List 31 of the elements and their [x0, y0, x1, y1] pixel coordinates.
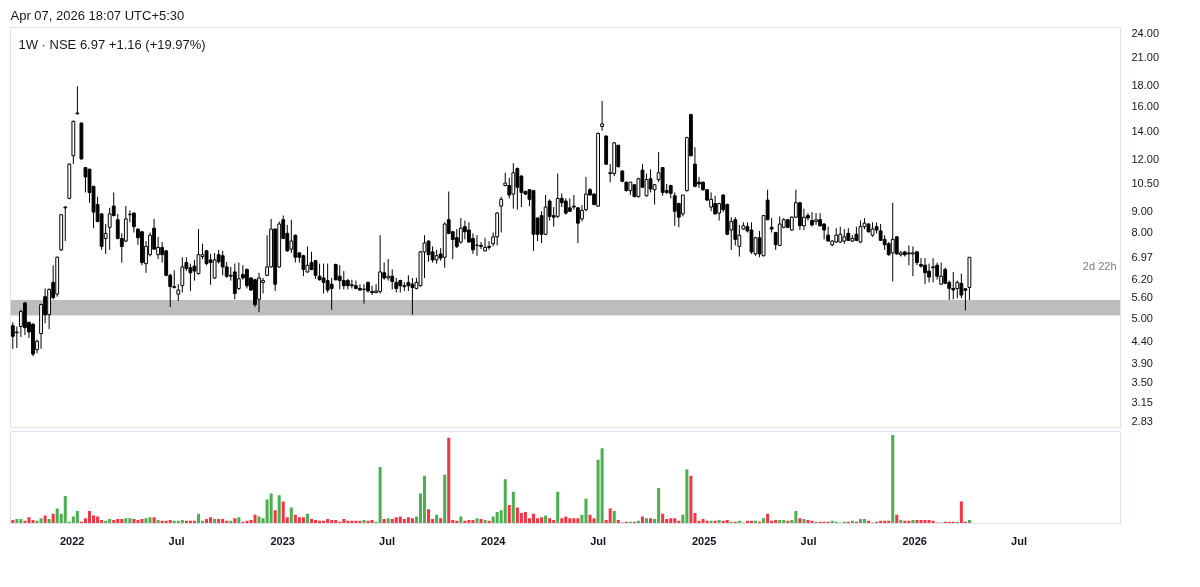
y-tick-label: 10.50 — [1131, 176, 1160, 189]
y-tick-label: 18.00 — [1131, 78, 1160, 91]
y-tick-label: 21.00 — [1131, 50, 1160, 63]
y-tick-label: 14.00 — [1131, 124, 1160, 137]
y-tick-label: 3.90 — [1131, 356, 1153, 369]
annotation: 2d 22h — [1082, 260, 1117, 273]
x-tick-label: Jul — [590, 534, 607, 547]
text: 1W · NSE 6.97 +1.16 (+19.97%) — [18, 36, 206, 52]
x-tick-label: 2025 — [691, 534, 717, 547]
y-tick-label: 4.40 — [1131, 334, 1153, 347]
y-tick-label: 5.00 — [1131, 311, 1153, 324]
y-tick-label: 2.83 — [1131, 414, 1153, 427]
y-tick-label: 5.60 — [1131, 291, 1153, 304]
x-tick-label: Jul — [1011, 534, 1027, 547]
y-tick-label: 6.97 — [1131, 251, 1153, 264]
y-tick-label: 16.00 — [1131, 100, 1160, 113]
y-tick-label: 8.00 — [1131, 226, 1153, 239]
x-tick-label: Jul — [168, 534, 185, 547]
x-tick-label: Jul — [379, 534, 395, 547]
x-tick-label: 2024 — [480, 534, 507, 547]
y-tick-label: 24.00 — [1131, 26, 1160, 39]
y-tick-label: 3.15 — [1131, 395, 1153, 408]
x-tick-label: Jul — [800, 534, 817, 547]
y-tick-label: 12.00 — [1131, 152, 1160, 165]
x-tick-label: 2023 — [270, 534, 295, 547]
y-tick-label: 3.50 — [1131, 376, 1153, 389]
y-tick-label: 6.20 — [1131, 272, 1153, 285]
chart-title: Apr 07, 2026 18:07 UTC+5:30 — [10, 7, 185, 23]
x-tick-label: 2022 — [59, 534, 85, 547]
x-tick-label: 2026 — [902, 534, 927, 547]
y-tick-label: 9.00 — [1131, 204, 1153, 217]
